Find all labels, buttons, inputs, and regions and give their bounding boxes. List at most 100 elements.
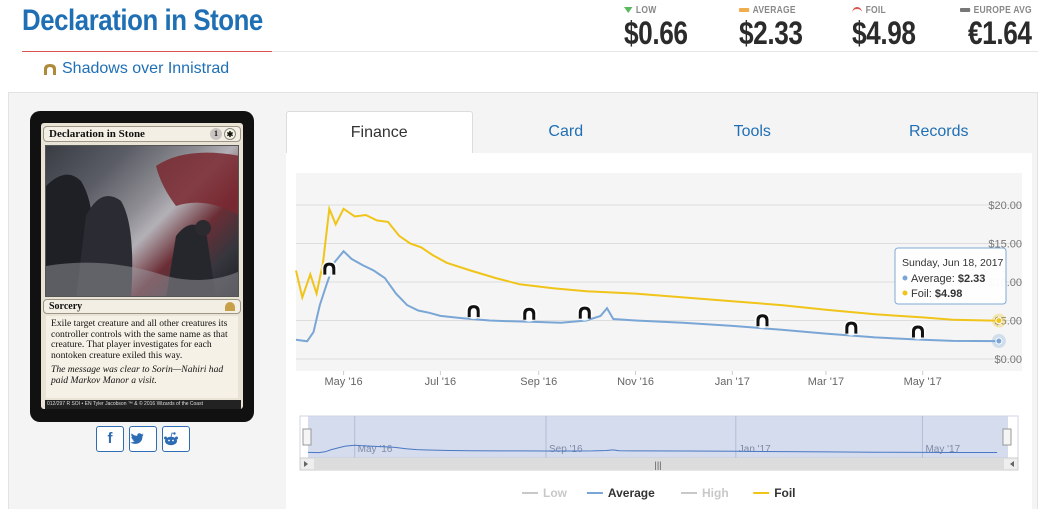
x-tick-label: May '17 [904, 376, 942, 388]
card-artwork [45, 145, 239, 297]
page-header: Declaration in Stone Shadows over Innist… [0, 0, 1038, 90]
tab-finance[interactable]: Finance [286, 111, 473, 153]
page-title: Declaration in Stone [22, 4, 263, 37]
down-triangle-icon [624, 7, 633, 13]
scrollbar-grip-icon: ||| [654, 460, 661, 470]
mana-white-icon: ✱ [224, 128, 236, 140]
navigator-tick-label: Jan '17 [739, 444, 771, 455]
tooltip-foil-dot [902, 290, 908, 296]
legend-label: Foil [774, 486, 795, 500]
reddit-icon [164, 432, 178, 446]
tab-card[interactable]: Card [548, 123, 584, 140]
tooltip-average-value: $2.33 [958, 273, 986, 285]
card-footer: 012/297 R SOI • EN Tyler Jacobson ™ & © … [45, 400, 241, 409]
x-axis-labels: May '16 Jul '16 Sep '16 Nov '16 Jan '17 Mar '… [325, 371, 942, 388]
tab-bar: Finance Card Tools Records [286, 111, 1032, 153]
set-release-markers [321, 260, 926, 340]
price-foil: FOIL $4.98 [852, 4, 930, 50]
conspiracy-set-icon[interactable] [521, 305, 538, 322]
chart-tooltip: Sunday, Jun 18, 2017 Average: $2.33 Foil… [894, 247, 1007, 305]
set-symbol-icon [44, 64, 56, 75]
reddit-share-button[interactable] [162, 426, 190, 452]
card-name: Declaration in Stone [49, 128, 145, 140]
x-tick-label: Jul '16 [425, 376, 456, 388]
tab-records[interactable]: Records [908, 123, 969, 140]
dash-icon [739, 8, 750, 12]
tooltip-foil-value: $4.98 [935, 288, 963, 300]
tooltip-average-label: Average: [911, 273, 958, 285]
price-label: EUROPE AVG [973, 4, 1032, 16]
set-link[interactable]: Shadows over Innistrad [42, 60, 229, 78]
navigator-tick-label: May '16 [358, 444, 393, 455]
legend-label: Low [543, 486, 568, 500]
twitter-share-button[interactable] [129, 426, 157, 452]
title-underline [22, 51, 272, 52]
legend-label: Average [608, 486, 655, 500]
price-label: FOIL [865, 4, 886, 16]
card-text-box: Exile target creature and all other crea… [46, 316, 238, 398]
card-type-bar: Sorcery [43, 299, 241, 314]
share-buttons: f [96, 426, 190, 452]
navigator-left-handle[interactable] [302, 428, 312, 446]
price-label: LOW [635, 4, 657, 16]
modern-masters-set-icon[interactable] [843, 319, 860, 336]
legend-item-average[interactable]: Average [586, 486, 655, 500]
x-tick-label: Nov '16 [617, 376, 654, 388]
facebook-icon: f [107, 430, 113, 447]
facebook-share-button[interactable]: f [96, 426, 124, 452]
amonkhet-set-icon[interactable] [909, 323, 926, 340]
price-europe-avg: EUROPE AVG €1.64 [960, 4, 1038, 50]
flavor-text: The message was clear to Sorin—Nahiri ha… [51, 364, 224, 386]
kaladesh-set-icon[interactable] [576, 304, 593, 321]
mana-cost: 1 ✱ [210, 128, 236, 140]
finance-chart-panel: $20.00$15.00$10.00$5.00$0.00 May '16Jul … [286, 153, 1032, 509]
legend-label: High [702, 486, 729, 500]
twitter-icon [130, 433, 144, 444]
price-value: $4.98 [852, 15, 916, 51]
card-name-bar: Declaration in Stone 1 ✱ [43, 126, 241, 142]
navigator-tick-label: May '17 [925, 444, 960, 455]
header-divider [272, 51, 1038, 52]
set-rarity-icon [225, 302, 235, 311]
x-tick-label: Mar '17 [808, 376, 844, 388]
price-value: $0.66 [624, 15, 688, 51]
tab-tools[interactable]: Tools [733, 123, 771, 140]
series-line-foil[interactable] [295, 204, 999, 322]
scroll-right-arrow-icon[interactable] [1010, 461, 1014, 467]
scrollbar-thumb[interactable] [314, 459, 1004, 469]
y-tick-label: $0.00 [994, 354, 1022, 366]
chart-legend: Low Average High Foil [522, 486, 796, 500]
rules-text: Exile target creature and all other crea… [51, 318, 228, 361]
svg-text:Foil: $4.98: Foil: $4.98 [911, 288, 962, 300]
price-value: $2.33 [739, 15, 803, 51]
hover-point-average [995, 337, 1003, 345]
range-navigator[interactable]: May '16 Sep '16 Jan '17 May '17 ||| [299, 415, 1019, 471]
price-value: €1.64 [968, 15, 1032, 51]
y-tick-label: $20.00 [988, 200, 1022, 212]
scroll-left-arrow-icon[interactable] [304, 461, 308, 467]
x-tick-label: Sep '16 [520, 376, 557, 388]
series-line-average[interactable] [295, 249, 999, 343]
legend-item-high[interactable]: High [681, 486, 729, 500]
eldritch-moon-set-icon[interactable] [465, 303, 482, 320]
hover-point-foil [995, 317, 1003, 325]
foil-arc-icon [852, 7, 863, 13]
legend-item-low[interactable]: Low [522, 486, 568, 500]
tooltip-date: Sunday, Jun 18, 2017 [902, 257, 1004, 269]
legend-item-foil[interactable]: Foil [753, 486, 796, 500]
x-tick-label: Jan '17 [715, 376, 750, 388]
tooltip-foil-label: Foil: [911, 288, 935, 300]
mana-generic-icon: 1 [210, 128, 222, 140]
price-history-chart[interactable]: $20.00$15.00$10.00$5.00$0.00 May '16Jul … [286, 153, 1032, 509]
card-image[interactable]: Declaration in Stone 1 ✱ Sorcery Exile t… [30, 111, 254, 422]
series-layer [295, 204, 1006, 349]
navigator-right-handle[interactable] [1002, 428, 1012, 446]
price-label: AVERAGE [752, 4, 796, 16]
set-name: Shadows over Innistrad [62, 60, 230, 77]
navigator-tick-label: Sep '16 [549, 444, 583, 455]
navigator-selection[interactable] [308, 416, 1008, 458]
shadows-over-innistrad-set-icon[interactable] [321, 260, 338, 277]
dash-icon [960, 8, 971, 12]
price-low: LOW $0.66 [624, 4, 702, 50]
aether-revolt-set-icon[interactable] [754, 312, 771, 329]
